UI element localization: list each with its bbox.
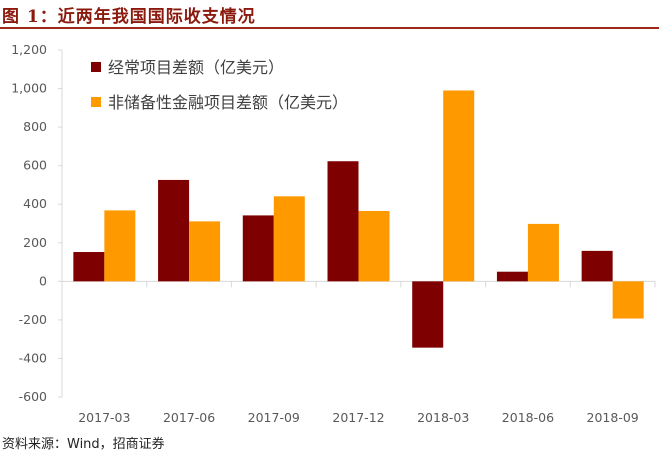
- y-tick-label: -600: [19, 389, 47, 404]
- bar-non-reserve-financial-2018-03: [443, 90, 475, 282]
- y-tick-label: 200: [23, 235, 47, 250]
- bar-non-reserve-financial-2017-12: [358, 210, 390, 282]
- x-tick-label: 2017-06: [163, 410, 215, 425]
- bar-current-account-2017-09: [242, 215, 274, 282]
- bar-current-account-2017-12: [327, 161, 359, 282]
- bar-non-reserve-financial-2017-06: [189, 221, 221, 282]
- y-tick-label: 800: [23, 119, 47, 134]
- bar-current-account-2018-06: [496, 271, 528, 282]
- bar-current-account-2018-03: [412, 281, 444, 348]
- y-tick-label: -200: [19, 312, 47, 327]
- y-tick-label: 1,200: [11, 42, 47, 57]
- bar-current-account-2017-06: [158, 179, 190, 282]
- bar-current-account-2017-03: [73, 252, 105, 282]
- legend-label: 非储备性金融项目差额（亿美元）: [108, 93, 348, 112]
- x-tick-label: 2018-06: [502, 410, 554, 425]
- bar-current-account-2018-09: [581, 250, 613, 282]
- legend-swatch: [91, 62, 101, 72]
- title-divider: [0, 27, 659, 29]
- figure-title: 图 1：近两年我国国际收支情况: [2, 7, 256, 27]
- y-tick-label: 400: [23, 196, 47, 211]
- x-tick-label: 2017-09: [248, 410, 300, 425]
- x-tick-label: 2017-12: [332, 410, 384, 425]
- y-tick-label: 600: [23, 158, 47, 173]
- source-note: 资料来源：Wind，招商证券: [2, 437, 165, 452]
- y-tick-label: 1,000: [11, 81, 47, 96]
- bar-non-reserve-financial-2018-06: [527, 223, 559, 282]
- y-tick-label: 0: [39, 273, 47, 288]
- x-tick-label: 2017-03: [78, 410, 130, 425]
- legend-label: 经常项目差额（亿美元）: [108, 58, 284, 77]
- y-tick-label: -400: [19, 350, 47, 365]
- bar-non-reserve-financial-2018-09: [612, 281, 644, 319]
- bar-non-reserve-financial-2017-09: [273, 196, 305, 282]
- legend-swatch: [91, 97, 101, 107]
- bar-non-reserve-financial-2017-03: [104, 210, 136, 282]
- x-tick-label: 2018-09: [587, 410, 639, 425]
- x-tick-label: 2018-03: [417, 410, 469, 425]
